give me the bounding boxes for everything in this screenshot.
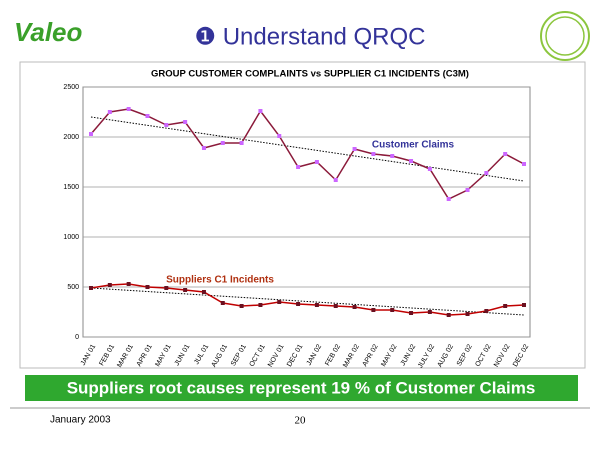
y-tick-label: 500 [67, 284, 79, 291]
marker [333, 304, 338, 308]
marker [314, 160, 319, 164]
marker [333, 178, 338, 182]
marker [277, 134, 282, 138]
marker [126, 107, 131, 111]
marker [201, 290, 206, 294]
banner-bg [25, 375, 578, 401]
footer-date: January 2003 [50, 415, 111, 426]
y-tick-label: 2000 [63, 134, 79, 141]
marker [89, 286, 93, 290]
marker [89, 132, 93, 136]
marker [296, 165, 301, 169]
marker [427, 310, 432, 314]
marker [427, 167, 432, 171]
trend-line [90, 116, 525, 182]
marker [352, 147, 357, 151]
slide-title: ❶ Understand QRQC [195, 23, 426, 50]
y-tick-label: 0 [75, 334, 79, 341]
chart-frame [19, 61, 586, 369]
marker [258, 303, 263, 307]
chart-title: GROUP CUSTOMER COMPLAINTS vs SUPPLIER C1… [151, 69, 469, 80]
y-tick-label: 1500 [63, 184, 79, 191]
marker [145, 285, 150, 289]
marker [465, 188, 470, 192]
marker [522, 303, 526, 307]
marker [239, 304, 244, 308]
marker [164, 123, 169, 127]
marker [183, 120, 188, 124]
marker [164, 286, 169, 290]
marker [314, 303, 319, 307]
marker [296, 302, 301, 306]
marker [465, 312, 470, 316]
trend-line [90, 287, 525, 316]
marker [390, 154, 395, 158]
y-tick-label: 2500 [63, 84, 79, 91]
marker [126, 282, 131, 286]
logo: Valeo [14, 17, 83, 47]
marker [371, 308, 376, 312]
series-line [90, 108, 525, 200]
series-line [90, 283, 525, 316]
marker [503, 152, 508, 156]
marker [484, 309, 489, 313]
marker [220, 301, 225, 305]
banner: Suppliers root causes represent 19 % of … [67, 378, 536, 397]
marker [484, 171, 489, 175]
badge [540, 11, 590, 61]
marker [107, 283, 112, 287]
marker [503, 304, 508, 308]
marker [183, 288, 188, 292]
series-label: Customer Claims [372, 140, 455, 151]
marker [239, 141, 244, 145]
series-label: Suppliers C1 Incidents [166, 275, 274, 286]
marker [352, 305, 357, 309]
marker [201, 146, 206, 150]
y-tick-label: 1000 [63, 234, 79, 241]
marker [258, 109, 263, 113]
marker [522, 162, 526, 166]
marker [390, 308, 395, 312]
marker [371, 152, 376, 156]
marker [220, 141, 225, 145]
badge-inner [545, 16, 585, 56]
marker [145, 114, 150, 118]
marker [446, 197, 451, 201]
marker [107, 110, 112, 114]
marker [446, 313, 451, 317]
marker [277, 300, 282, 304]
marker [409, 311, 414, 315]
page-number: 20 [295, 415, 307, 427]
marker [409, 159, 414, 163]
